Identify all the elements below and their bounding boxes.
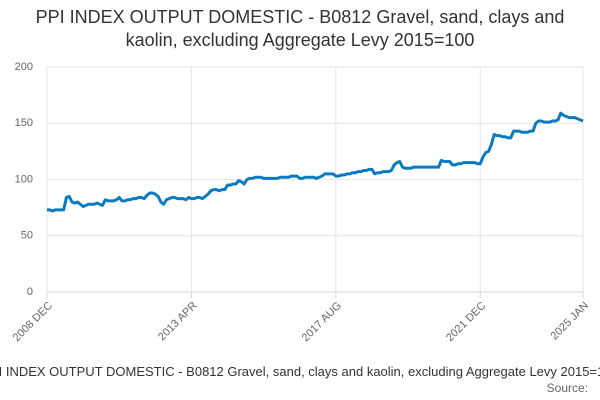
x-tick-label: 2008 DEC: [11, 300, 55, 344]
x-tick-label: 2025 JAN: [549, 300, 592, 343]
chart: 0 50 100 150 200 2008 DEC 2013 APR 2017 AUG 2021…: [11, 61, 592, 344]
y-tick-label: 50: [21, 230, 33, 242]
chart-title: PPI INDEX OUTPUT DOMESTIC - B0812 Gravel…: [35, 7, 565, 50]
footer: PPI INDEX OUTPUT DOMESTIC - B0812 Gravel…: [0, 364, 600, 382]
x-tick-label: 2021 DEC: [444, 300, 488, 344]
y-tick-label: 200: [15, 61, 33, 73]
x-tick-label: 2017 AUG: [300, 300, 344, 344]
y-tick-label: 0: [27, 286, 33, 298]
series-line: [47, 111, 584, 213]
y-tick-label: 150: [15, 117, 33, 129]
x-tick-label: 2013 APR: [156, 300, 200, 344]
source: Source:: [546, 381, 588, 395]
footer-title: PPI INDEX OUTPUT DOMESTIC - B0812 Gravel…: [0, 364, 600, 379]
y-tick-label: 100: [15, 173, 33, 185]
